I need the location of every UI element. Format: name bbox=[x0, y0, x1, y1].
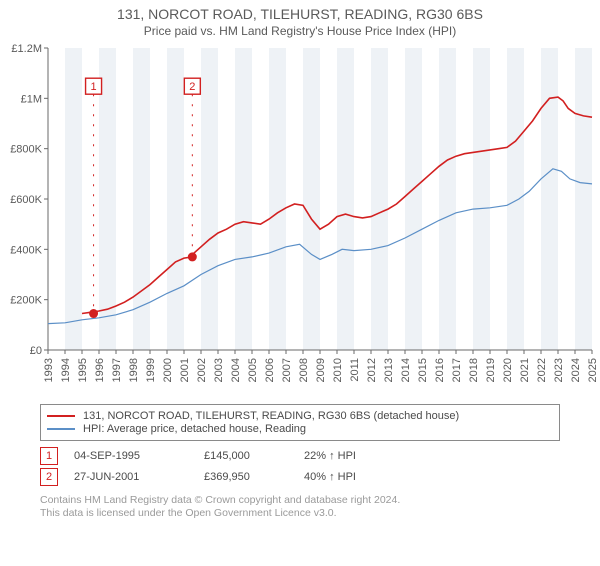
marker-number: 2 bbox=[189, 81, 195, 93]
svg-text:£200K: £200K bbox=[10, 295, 42, 307]
svg-text:1995: 1995 bbox=[77, 358, 89, 382]
price-chart: £0 £200K £400K £600K £800K £1M £1.2M 1993 1994 19… bbox=[0, 38, 600, 398]
transaction-diff: 22% ↑ HPI bbox=[304, 450, 414, 462]
transaction-date: 04-SEP-1995 bbox=[74, 450, 204, 462]
svg-text:2005: 2005 bbox=[247, 358, 259, 382]
attribution-line-1: Contains HM Land Registry data © Crown c… bbox=[40, 494, 560, 507]
svg-text:2009: 2009 bbox=[315, 358, 327, 382]
transaction-diff: 40% ↑ HPI bbox=[304, 471, 414, 483]
svg-text:£400K: £400K bbox=[10, 244, 42, 256]
svg-text:2022: 2022 bbox=[536, 358, 548, 382]
transaction-row: 2 27-JUN-2001£369,95040% ↑ HPI bbox=[40, 468, 560, 486]
transaction-rows: 1 04-SEP-1995£145,00022% ↑ HPI 2 27-JUN-200… bbox=[40, 447, 560, 486]
svg-text:1996: 1996 bbox=[94, 358, 106, 382]
svg-text:2003: 2003 bbox=[213, 358, 225, 382]
svg-text:2023: 2023 bbox=[553, 358, 565, 382]
svg-text:2006: 2006 bbox=[264, 358, 276, 382]
svg-text:£1.2M: £1.2M bbox=[11, 43, 42, 55]
svg-text:1999: 1999 bbox=[145, 358, 157, 382]
svg-text:2004: 2004 bbox=[230, 358, 242, 382]
svg-text:1993: 1993 bbox=[43, 358, 55, 382]
svg-text:1997: 1997 bbox=[111, 358, 123, 382]
transaction-badge: 1 bbox=[40, 447, 58, 465]
transaction-row: 1 04-SEP-1995£145,00022% ↑ HPI bbox=[40, 447, 560, 465]
legend-swatch bbox=[47, 428, 75, 430]
svg-text:2014: 2014 bbox=[400, 358, 412, 382]
legend-item: 131, NORCOT ROAD, TILEHURST, READING, RG… bbox=[47, 410, 553, 422]
svg-text:2015: 2015 bbox=[417, 358, 429, 382]
chart-container: £0 £200K £400K £600K £800K £1M £1.2M 1993 1994 19… bbox=[0, 38, 600, 398]
transaction-price: £369,950 bbox=[204, 471, 304, 483]
svg-text:2010: 2010 bbox=[332, 358, 344, 382]
marker-dot bbox=[188, 253, 196, 261]
transaction-price: £145,000 bbox=[204, 450, 304, 462]
svg-text:2011: 2011 bbox=[349, 358, 361, 382]
svg-text:2008: 2008 bbox=[298, 358, 310, 382]
page-subtitle: Price paid vs. HM Land Registry's House … bbox=[0, 24, 600, 38]
attribution-text: Contains HM Land Registry data © Crown c… bbox=[40, 494, 560, 520]
svg-text:1998: 1998 bbox=[128, 358, 140, 382]
marker-number: 1 bbox=[90, 81, 96, 93]
svg-text:2018: 2018 bbox=[468, 358, 480, 382]
svg-text:2001: 2001 bbox=[179, 358, 191, 382]
svg-text:£0: £0 bbox=[30, 345, 42, 357]
svg-text:2020: 2020 bbox=[502, 358, 514, 382]
transaction-badge: 2 bbox=[40, 468, 58, 486]
svg-text:2021: 2021 bbox=[519, 358, 531, 382]
svg-text:1994: 1994 bbox=[60, 358, 72, 382]
svg-text:2002: 2002 bbox=[196, 358, 208, 382]
svg-text:2024: 2024 bbox=[570, 358, 582, 382]
legend-item: HPI: Average price, detached house, Read… bbox=[47, 423, 553, 435]
page-title: 131, NORCOT ROAD, TILEHURST, READING, RG… bbox=[0, 6, 600, 22]
legend-swatch bbox=[47, 415, 75, 417]
attribution-line-2: This data is licensed under the Open Gov… bbox=[40, 507, 560, 520]
svg-text:2019: 2019 bbox=[485, 358, 497, 382]
legend-label: HPI: Average price, detached house, Read… bbox=[83, 423, 306, 435]
svg-text:2012: 2012 bbox=[366, 358, 378, 382]
marker-dot bbox=[90, 310, 98, 318]
svg-text:£800K: £800K bbox=[10, 144, 42, 156]
legend-box: 131, NORCOT ROAD, TILEHURST, READING, RG… bbox=[40, 404, 560, 441]
svg-text:2007: 2007 bbox=[281, 358, 293, 382]
svg-text:£600K: £600K bbox=[10, 194, 42, 206]
svg-text:2013: 2013 bbox=[383, 358, 395, 382]
svg-text:2000: 2000 bbox=[162, 358, 174, 382]
svg-text:2017: 2017 bbox=[451, 358, 463, 382]
svg-text:2016: 2016 bbox=[434, 358, 446, 382]
svg-text:2025: 2025 bbox=[587, 358, 599, 382]
legend-label: 131, NORCOT ROAD, TILEHURST, READING, RG… bbox=[83, 410, 459, 422]
svg-text:£1M: £1M bbox=[21, 93, 42, 105]
transaction-date: 27-JUN-2001 bbox=[74, 471, 204, 483]
